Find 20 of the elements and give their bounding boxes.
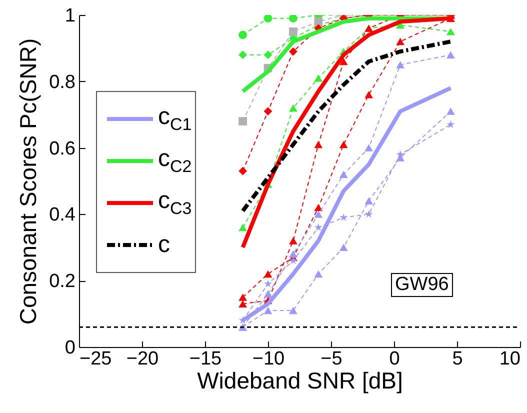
y-tick-label: 0.8: [49, 72, 76, 93]
y-tick-label: 0.4: [49, 204, 76, 226]
x-axis-title: Wideband SNR [dB]: [197, 368, 403, 394]
legend-label: c: [158, 231, 170, 259]
x-tick-label: −20: [126, 348, 159, 370]
x-tick-label: −10: [252, 348, 285, 370]
x-tick-label: −5: [320, 348, 342, 370]
x-tick-label: 0: [389, 348, 400, 370]
x-tick-label: −15: [189, 348, 222, 370]
annotation: GW96: [391, 273, 453, 297]
legend-label: c$_{C1}$: [158, 103, 192, 135]
x-tick-label: 10: [499, 348, 520, 370]
y-tick-label: 0.2: [49, 271, 76, 292]
y-axis-title: Consonant Scores Pc(SNR): [15, 38, 42, 325]
y-tick-label: 0.6: [49, 138, 76, 160]
x-tick-label: −25: [80, 348, 112, 370]
legend-label: c$_{C3}$: [158, 187, 192, 219]
y-tick-label: 1: [64, 6, 76, 26]
x-tick-label: 5: [452, 348, 463, 370]
legend-label: c$_{C2}$: [158, 145, 192, 177]
